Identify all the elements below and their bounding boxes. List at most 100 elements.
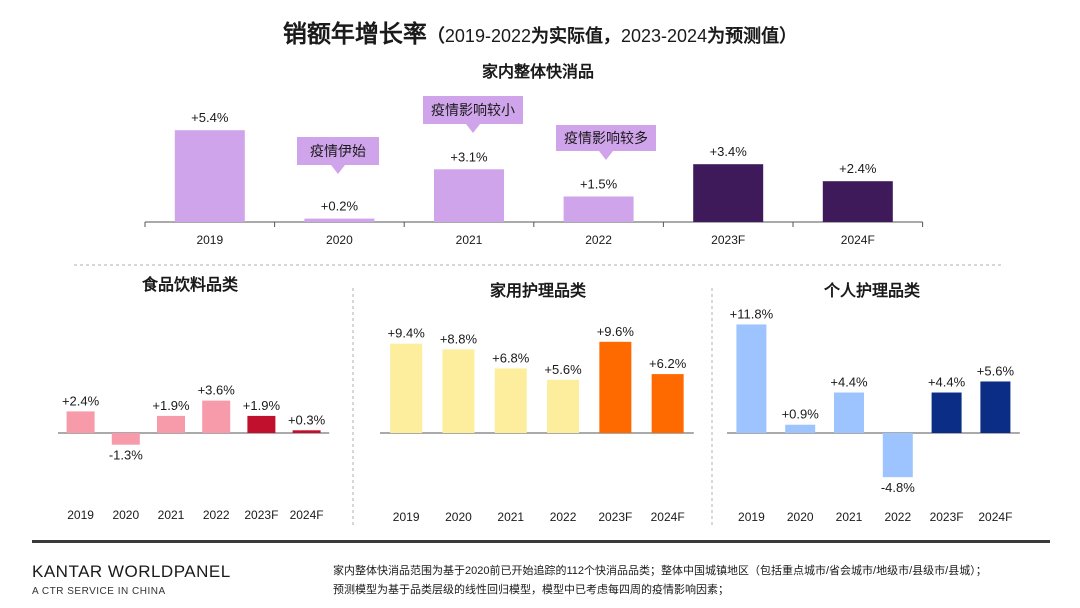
total-value-label-2020: +0.2%: [321, 199, 359, 214]
food-tick-label-2019: 2019: [67, 508, 94, 522]
callout-2021-box: [423, 96, 523, 124]
footnote-line-2: 预测模型为基于品类层级的线性回归模型，模型中已考虑每四周的疫情影响因素；: [333, 584, 729, 596]
callout-2021-pointer: [466, 124, 480, 133]
food-bar-2019: [66, 411, 95, 433]
personal-tick-label-2020: 2020: [787, 510, 814, 524]
personal-bar-2019: [736, 324, 767, 433]
food-tick-label-2020: 2020: [112, 508, 139, 522]
total-tick-label-2022: 2022: [585, 233, 612, 247]
home-tick-label-2021: 2021: [497, 510, 524, 524]
personal-bar-2023f: [931, 392, 962, 433]
home-tick-label-2023f: 2023F: [598, 510, 632, 524]
total-bar-2024f: [822, 181, 893, 222]
personal-value-label-2021: +4.4%: [830, 375, 868, 390]
title-label-actual: 为实际值，: [531, 26, 621, 46]
personal-chart-title: 个人护理品类: [823, 281, 921, 300]
total-bar-2020: [304, 218, 375, 222]
home-bar-2023f: [599, 341, 632, 433]
food-bar-2020: [111, 433, 140, 445]
total-value-label-2019: +5.4%: [191, 110, 229, 125]
total-tick-label-2023f: 2023F: [711, 233, 745, 247]
home-tick-label-2019: 2019: [393, 510, 420, 524]
personal-value-label-2020: +0.9%: [782, 407, 820, 422]
callout-2020-text: 疫情伊始: [310, 143, 366, 159]
title-label-forecast: 为预测值）: [707, 26, 798, 46]
home-bar-2020: [442, 349, 475, 433]
total-value-label-2022: +1.5%: [580, 177, 618, 192]
home-bar-2021: [494, 368, 527, 433]
food-bar-2021: [157, 415, 185, 433]
total-value-label-2021: +3.1%: [450, 149, 488, 164]
callout-2020-box: [297, 137, 379, 165]
total-bar-2022: [563, 196, 634, 222]
logo-subtitle: A CTR SERVICE IN CHINA: [32, 586, 166, 597]
chart-layer: 家内整体快消品 +5.4% 2019 +0.2% 2020 +3.1% 2021 +1.5% 2…: [58, 62, 1020, 524]
personal-bar-2020: [785, 424, 816, 433]
charts-canvas: 家内整体快消品 +5.4% 2019 +0.2% 2020 +3.1% 2021 +1.5% 2…: [58, 62, 1020, 528]
logo-text: ANTAR WORLDPANEL: [43, 562, 231, 581]
footnote: 家内整体快消品范围为基于2020前已开始追踪的112个快消品品类；整体中国城镇地…: [333, 562, 987, 600]
personal-bar-2022: [882, 433, 913, 478]
home-value-label-2022: +5.6%: [544, 362, 582, 377]
food-tick-label-2024f: 2024F: [290, 508, 324, 522]
food-value-label-2019: +2.4%: [62, 393, 100, 408]
food-tick-label-2022: 2022: [203, 508, 230, 522]
personal-tick-label-2021: 2021: [836, 510, 863, 524]
home-chart-title: 家用护理品类: [490, 281, 587, 300]
home-value-label-2024f: +6.2%: [649, 356, 687, 371]
home-value-label-2020: +8.8%: [440, 331, 478, 346]
personal-value-label-2022: -4.8%: [881, 480, 915, 495]
personal-tick-label-2024f: 2024F: [978, 510, 1012, 524]
home-tick-label-2024f: 2024F: [651, 510, 685, 524]
food-value-label-2024f: +0.3%: [288, 412, 326, 427]
food-tick-label-2021: 2021: [158, 508, 185, 522]
home-bar-2019: [390, 343, 423, 433]
personal-tick-label-2019: 2019: [738, 510, 765, 524]
personal-tick-label-2022: 2022: [884, 510, 911, 524]
total-bar-2019: [174, 130, 245, 222]
personal-value-label-2019: +11.8%: [730, 306, 774, 321]
total-bar-2021: [434, 169, 504, 222]
callout-2022-pointer: [599, 151, 613, 160]
title-years-forecast: 2023-2024: [621, 26, 708, 46]
total-tick-label-2019: 2019: [196, 233, 223, 247]
food-value-label-2023f: +1.9%: [243, 398, 281, 413]
footer-rule: [32, 540, 1050, 543]
food-bar-2024f: [292, 430, 321, 433]
home-bar-2024f: [651, 374, 684, 433]
food-value-label-2022: +3.6%: [198, 383, 236, 398]
home-bar-2022: [547, 379, 580, 433]
food-value-label-2020: -1.3%: [109, 448, 143, 463]
total-tick-label-2024f: 2024F: [841, 233, 875, 247]
total-tick-label-2021: 2021: [456, 233, 483, 247]
total-bar-2023f: [693, 164, 764, 222]
food-chart-title: 食品饮料品类: [141, 275, 239, 294]
food-bar-2022: [202, 400, 231, 433]
callout-2021-text: 疫情影响较小: [431, 102, 515, 118]
total-value-label-2024f: +2.4%: [839, 161, 877, 176]
personal-tick-label-2023f: 2023F: [930, 510, 964, 524]
personal-value-label-2023f: +4.4%: [928, 375, 966, 390]
personal-bar-2024f: [980, 381, 1011, 433]
home-value-label-2021: +6.8%: [492, 350, 530, 365]
kantar-logo: KANTAR WORLDPANEL: [32, 562, 231, 582]
callout-2022-text: 疫情影响较多: [564, 130, 648, 146]
food-value-label-2021: +1.9%: [152, 398, 190, 413]
home-tick-label-2022: 2022: [550, 510, 577, 524]
food-tick-label-2023f: 2023F: [244, 508, 278, 522]
callout-2020-pointer: [331, 165, 345, 174]
personal-value-label-2024f: +5.6%: [977, 363, 1015, 378]
footnote-line-1: 家内整体快消品范围为基于2020前已开始追踪的112个快消品品类；整体中国城镇地…: [333, 565, 987, 577]
total-chart-title: 家内整体快消品: [482, 62, 594, 81]
title-open-paren: （: [426, 26, 445, 46]
food-bar-2023f: [247, 415, 276, 433]
title-years-actual: 2019-2022: [444, 26, 531, 46]
home-tick-label-2020: 2020: [445, 510, 472, 524]
personal-bar-2021: [834, 392, 864, 433]
callout-2022-box: [556, 125, 656, 151]
title-main: 销额年增长率: [282, 21, 427, 48]
home-value-label-2019: +9.4%: [388, 326, 426, 341]
total-tick-label-2020: 2020: [326, 233, 353, 247]
page-title: 销额年增长率（2019-2022为实际值，2023-2024为预测值）: [0, 14, 1080, 49]
total-value-label-2023f: +3.4%: [710, 144, 748, 159]
